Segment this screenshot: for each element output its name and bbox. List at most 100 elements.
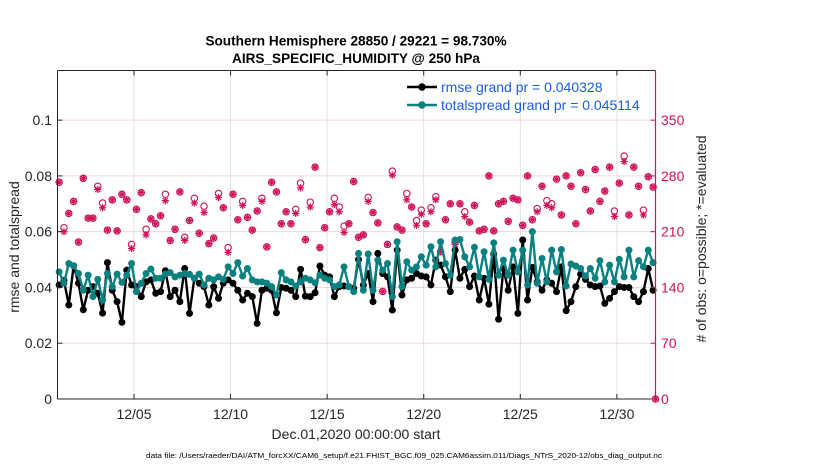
obs-evaluated-marker [316, 244, 324, 252]
totalspread-point [74, 270, 82, 278]
obs-evaluated-marker [99, 204, 107, 212]
totalspread-point [142, 270, 150, 278]
totalspread-point [224, 263, 232, 271]
obs-evaluated-marker [113, 227, 121, 235]
totalspread-point [364, 250, 372, 258]
totalspread-point [350, 288, 358, 296]
rmse-point [446, 288, 454, 296]
obs-evaluated-marker [538, 182, 546, 190]
obs-evaluated-marker [311, 163, 319, 171]
rmse-point [234, 286, 242, 294]
obs-evaluated-marker [610, 212, 619, 221]
obs-evaluated-marker [461, 212, 469, 221]
totalspread-point [528, 228, 536, 236]
totalspread-point [60, 279, 68, 287]
totalspread-point [456, 235, 464, 243]
obs-evaluated-marker [229, 190, 237, 198]
y-tick-label-left: 0.1 [33, 112, 53, 128]
rmse-point [137, 293, 145, 301]
obs-evaluated-marker [296, 184, 305, 192]
rmse-point [99, 309, 107, 317]
rmse-point [297, 265, 305, 273]
totalspread-point [543, 278, 551, 286]
obs-evaluated-marker [615, 179, 623, 187]
obs-evaluated-marker [437, 248, 445, 256]
rmse-point [606, 294, 614, 302]
rmse-point [427, 281, 435, 289]
obs-evaluated-marker [644, 173, 652, 181]
rmse-point [374, 249, 382, 257]
y-axis-label-left: rmse and totalspread [6, 181, 22, 313]
totalspread-point [108, 283, 116, 291]
obs-evaluated-marker [181, 236, 189, 245]
obs-evaluated-marker [514, 196, 522, 204]
totalspread-point [441, 259, 449, 267]
totalspread-point [499, 256, 507, 264]
rmse-point [538, 286, 546, 294]
totalspread-point [55, 268, 63, 276]
obs-evaluated-marker [422, 220, 430, 228]
obs-evaluated-marker [408, 203, 416, 211]
obs-evaluated-marker [485, 172, 493, 180]
rmse-point [610, 288, 618, 296]
totalspread-point [210, 276, 218, 284]
rmse-point [157, 288, 165, 296]
obs-evaluated-marker [60, 228, 68, 236]
obs-evaluated-marker [364, 197, 372, 206]
chart-title-line1: Southern Hemisphere 28850 / 29221 = 98.7… [205, 34, 506, 49]
obs-evaluated-marker [634, 182, 643, 190]
totalspread-point [94, 275, 102, 283]
obs-evaluated-marker [620, 157, 628, 166]
totalspread-point [297, 278, 305, 286]
totalspread-point [132, 288, 140, 296]
rmse-point [625, 283, 633, 291]
totalspread-point [393, 238, 401, 246]
obs-evaluated-marker [200, 208, 208, 217]
y-tick-label-right: 70 [661, 335, 677, 351]
rmse-point [572, 283, 580, 291]
obs-evaluated-marker [470, 201, 479, 209]
obs-evaluated-marker [224, 248, 232, 256]
obs-evaluated-marker [55, 178, 63, 186]
totalspread-point [70, 262, 78, 270]
obs-evaluated-marker [639, 211, 648, 219]
totalspread-point [562, 282, 570, 290]
obs-evaluated-marker [606, 163, 614, 171]
rmse-point [287, 286, 295, 294]
totalspread-point [219, 275, 227, 283]
obs-evaluated-marker [330, 200, 338, 209]
obs-evaluated-marker [152, 220, 160, 228]
obs-evaluated-marker [393, 223, 401, 231]
totalspread-point [649, 259, 657, 267]
rmse-point [514, 309, 522, 317]
tick-labels: 12/05 12/10 12/15 12/20 12/25 12/30 0 0.02 0.04 0… [25, 112, 685, 422]
obs-evaluated-marker [205, 240, 213, 248]
obs-evaluated-marker [340, 228, 348, 237]
totalspread-point [412, 263, 420, 271]
totalspread-point [84, 271, 92, 279]
rmse-point [369, 298, 377, 306]
obs-evaluated-marker [176, 188, 184, 196]
rmse-point [495, 315, 503, 323]
totalspread-point [475, 273, 483, 281]
legend: rmse grand pr = 0.040328 totalspread gra… [407, 79, 640, 113]
obs-evaluated-marker [239, 201, 247, 209]
obs-evaluated-marker [499, 197, 507, 206]
obs-evaluated-marker [494, 200, 503, 208]
obs-evaluated-marker [234, 216, 242, 224]
series-lines [55, 228, 657, 327]
obs-evaluated-marker [417, 210, 425, 218]
legend-marker-rmse [418, 83, 426, 91]
totalspread-point [234, 259, 242, 267]
obs-evaluated-marker [398, 226, 406, 234]
totalspread-point [379, 266, 387, 274]
totalspread-point [388, 293, 396, 301]
obs-evaluated-marker [123, 196, 131, 204]
totalspread-point [417, 253, 425, 261]
rmse-point [210, 283, 218, 291]
totalspread-point [190, 274, 198, 282]
totalspread-point [437, 238, 445, 246]
obs-evaluated-marker [132, 205, 141, 213]
totalspread-point [359, 286, 367, 294]
rmse-point [408, 274, 416, 282]
